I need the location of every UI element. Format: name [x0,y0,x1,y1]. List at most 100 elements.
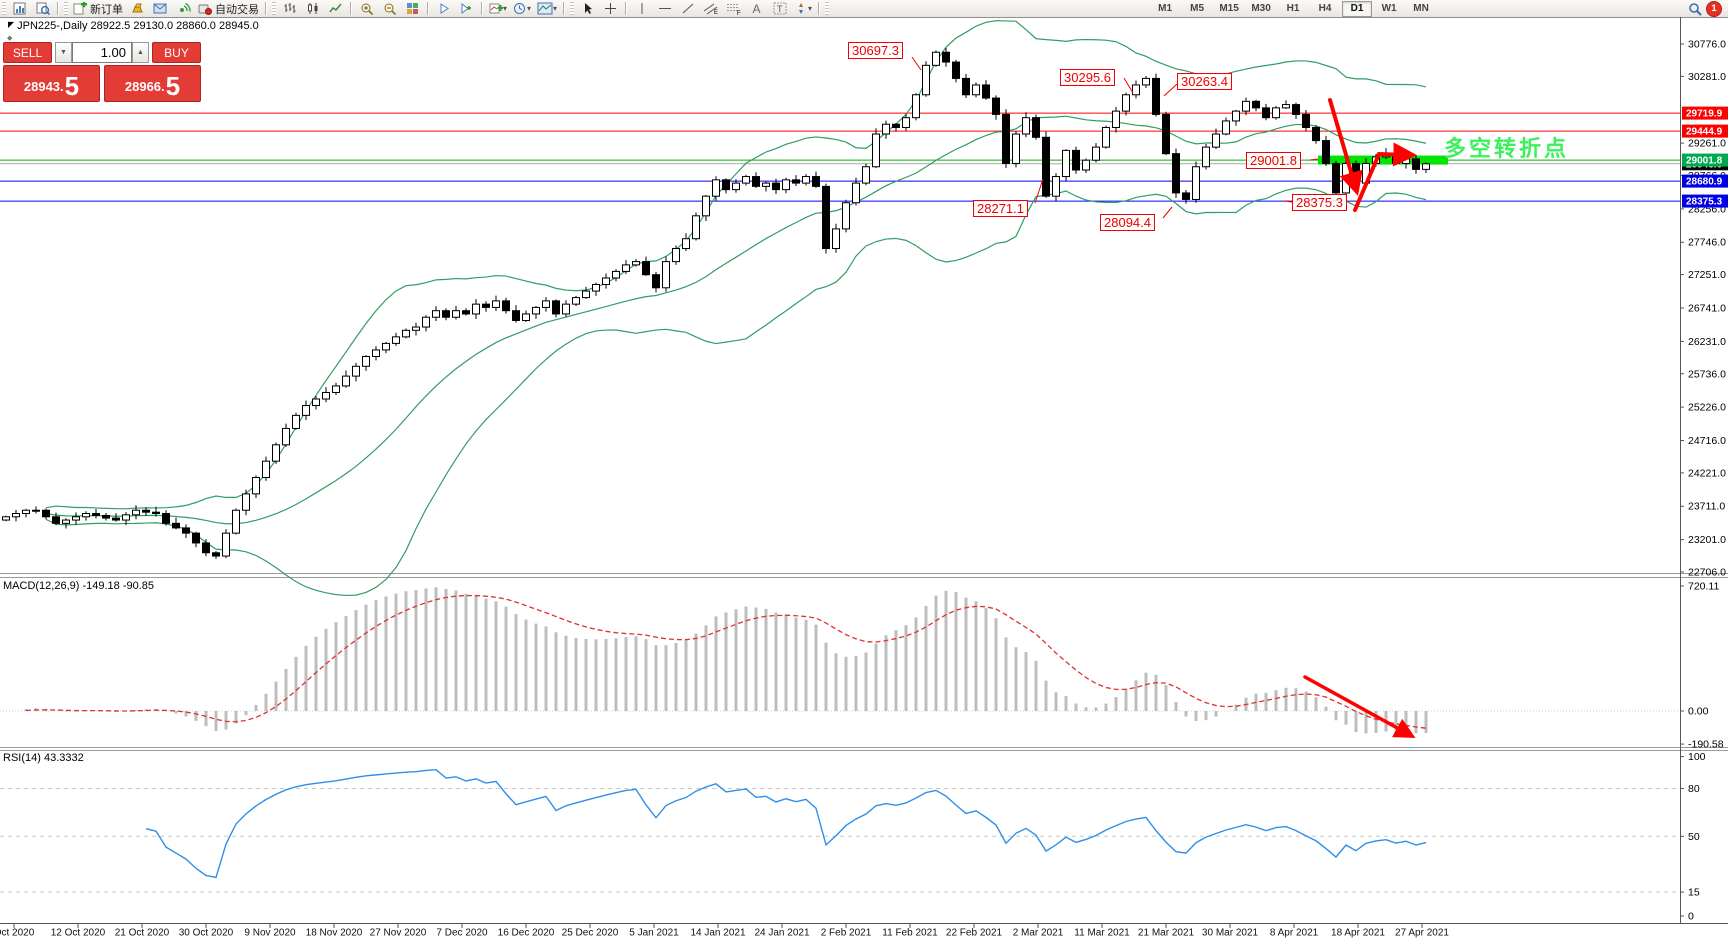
svg-text:30 Mar 2021: 30 Mar 2021 [1202,928,1259,938]
template-add-icon[interactable] [456,1,477,16]
svg-text:7 Dec 2020: 7 Dec 2020 [436,928,488,938]
sell-price-main: 28943 [23,79,61,94]
svg-text:T: T [777,4,783,14]
template-play-icon[interactable] [433,1,454,16]
chart-style-icon[interactable]: ▾ [535,1,559,16]
dropdown-caret-icon[interactable]: ▾ [527,4,532,13]
timeframe-w1[interactable]: W1 [1381,3,1397,14]
toolbar-grip[interactable] [570,2,575,15]
dropdown-caret-icon[interactable]: ▾ [503,4,508,13]
timeframe-m5[interactable]: M5 [1190,3,1205,14]
profiles-icon[interactable] [32,1,53,16]
buy-price-point: . [161,79,165,94]
new-order-button[interactable]: 新订单 [71,1,125,16]
search-icon[interactable] [1684,1,1705,16]
quantity-decrease-button[interactable]: ▼ [55,42,72,63]
svg-text:18 Nov 2020: 18 Nov 2020 [306,928,363,938]
zoom-in-icon[interactable] [356,1,377,16]
svg-text:27251.0: 27251.0 [1688,269,1726,281]
chart-title: ◤ JPN225-,Daily 28922.5 29130.0 28860.0 2… [8,20,259,32]
svg-text:21 Oct 2020: 21 Oct 2020 [115,928,170,938]
svg-text:50: 50 [1688,831,1700,843]
trendline-tool-icon[interactable] [677,1,698,16]
horizontal-line-tool-icon[interactable] [654,1,675,16]
svg-text:25226.0: 25226.0 [1688,402,1726,414]
toolbar-grip[interactable] [2,2,6,15]
gold-icon[interactable] [127,1,148,16]
price-annotation[interactable]: 28271.1 [973,200,1028,217]
toolbar-grip[interactable] [272,2,276,15]
svg-text:30281.0: 30281.0 [1688,71,1726,83]
svg-text:8 Apr 2021: 8 Apr 2021 [1270,928,1319,938]
fibonacci-tool-icon[interactable]: F [723,1,744,16]
svg-text:23711.0: 23711.0 [1688,501,1725,513]
pivot-note-text[interactable]: 多空转折点 [1444,136,1570,161]
quantity-input[interactable] [72,42,132,63]
line-chart-icon[interactable] [325,1,346,16]
toolbar-grip[interactable] [64,2,68,15]
svg-text:27746.0: 27746.0 [1688,237,1726,249]
timeframe-m1[interactable]: M1 [1158,3,1173,14]
sell-price-display[interactable]: 28943. 5 [3,65,100,102]
price-annotation[interactable]: 30263.4 [1177,73,1232,90]
dropdown-caret-icon[interactable]: ▾ [808,4,813,13]
svg-text:F: F [737,11,741,15]
svg-text:80: 80 [1688,783,1700,795]
timeframe-d1[interactable]: D1 [1342,0,1373,17]
timeframe-m15[interactable]: M15 [1219,3,1239,14]
price-annotation[interactable]: 28375.3 [1292,194,1347,211]
buy-price-display[interactable]: 28966. 5 [104,65,201,102]
quantity-increase-button[interactable]: ▲ [132,42,149,63]
vertical-line-tool-icon[interactable] [631,1,652,16]
svg-text:720.11: 720.11 [1688,580,1719,592]
label-tool-icon[interactable]: T [769,1,790,16]
text-tool-icon[interactable]: A [752,1,761,16]
svg-text:11 Feb 2021: 11 Feb 2021 [882,928,938,938]
sell-button[interactable]: SELL [3,42,52,63]
svg-text:29719.9: 29719.9 [1686,109,1723,120]
timeframe-m30[interactable]: M30 [1251,3,1271,14]
svg-text:E: E [714,10,718,15]
svg-text:22706.0: 22706.0 [1688,567,1726,579]
toolbar-separator [481,2,483,15]
price-annotation[interactable]: 28094.4 [1100,214,1155,231]
price-annotation[interactable]: 30295.6 [1060,69,1115,86]
zoom-out-icon[interactable] [379,1,400,16]
candlestick-chart-icon[interactable] [302,1,323,16]
toolbar-separator [818,2,821,15]
price-annotation[interactable]: 30697.3 [848,42,903,59]
svg-text:18 Apr 2021: 18 Apr 2021 [1331,928,1385,938]
mail-icon[interactable] [150,1,171,16]
price-annotation[interactable]: 29001.8 [1246,152,1301,169]
toolbar-separator [265,2,267,15]
svg-text:29001.8: 29001.8 [1686,156,1723,167]
cursor-icon[interactable] [577,1,598,16]
new-chart-icon[interactable] [9,1,30,16]
timeframe-mn[interactable]: MN [1413,3,1429,14]
notification-badge[interactable]: 1 [1706,0,1722,17]
sell-price-big-digit: 5 [64,71,80,101]
one-click-collapse-icon[interactable]: ◆ [7,35,13,42]
arrows-tool-icon[interactable]: ▾ [792,1,814,16]
equidistant-channel-icon[interactable]: E [700,1,721,16]
timeframe-h1[interactable]: H1 [1286,3,1300,14]
toolbar-separator [57,2,59,15]
bar-chart-icon[interactable] [279,1,300,16]
svg-text:-190.58: -190.58 [1688,739,1724,751]
indicators-add-icon[interactable]: ▾ [487,1,509,16]
periods-clock-icon[interactable]: ▾ [511,1,533,16]
svg-text:30 Oct 2020: 30 Oct 2020 [179,928,234,938]
tile-windows-icon[interactable] [402,1,423,16]
dropdown-caret-icon[interactable]: ▾ [553,4,558,13]
crosshair-icon[interactable] [600,1,621,16]
signal-icon[interactable] [173,1,194,16]
buy-price-big-digit: 5 [165,71,181,101]
buy-button[interactable]: BUY [152,42,201,63]
auto-trading-button[interactable]: 自动交易 [196,1,261,16]
svg-text:29444.9: 29444.9 [1686,127,1723,138]
svg-text:27 Nov 2020: 27 Nov 2020 [370,928,427,938]
toolbar-grip[interactable] [825,2,830,15]
buy-price-main: 28966 [124,79,162,94]
timeframe-h4[interactable]: H4 [1318,3,1332,14]
